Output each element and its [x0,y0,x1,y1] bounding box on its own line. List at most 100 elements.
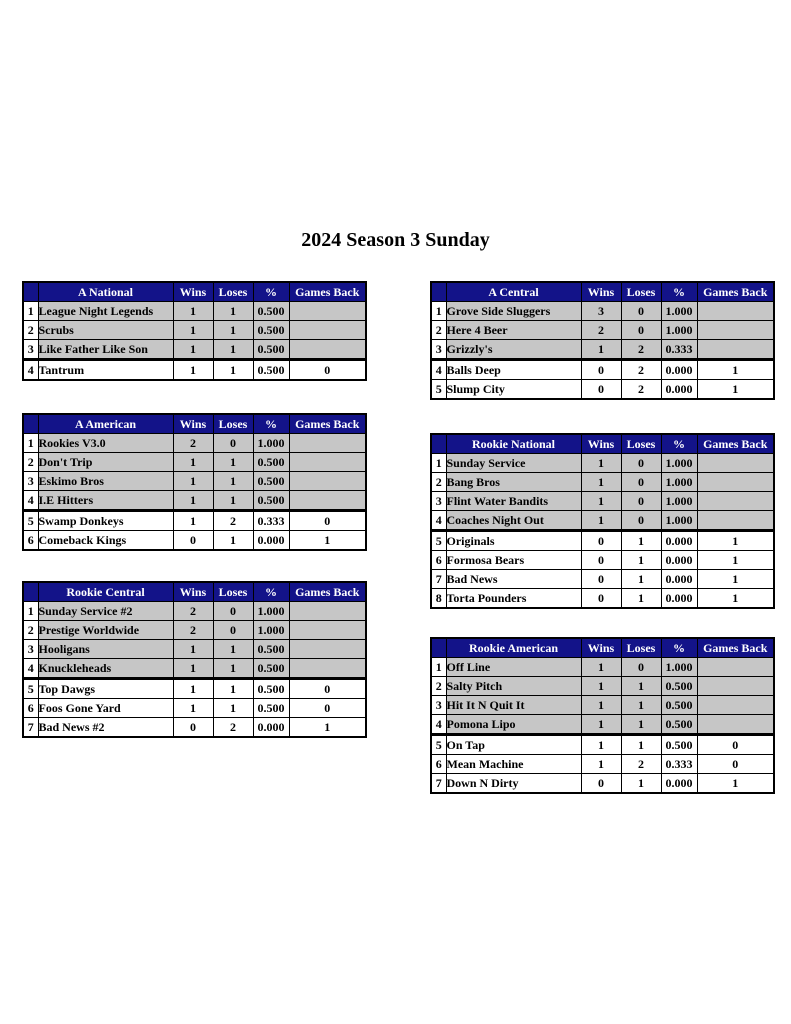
loses-cell: 1 [620,714,662,735]
division-name: A American [37,413,174,434]
rank-cell: 2 [22,620,39,640]
wins-cell: 0 [580,379,622,400]
pct-cell: 0.000 [660,550,698,570]
team-name-cell: Bad News [445,569,582,589]
standings-table: A Central Wins Loses % Games Back 1 Grov… [430,281,775,400]
team-name-cell: Like Father Like Son [37,339,174,360]
games-back-header: Games Back [696,433,775,454]
games-back-cell: 1 [696,773,775,794]
rank-cell: 4 [430,510,447,531]
rank-cell: 3 [22,639,39,659]
standings-table-a-central: A Central Wins Loses % Games Back 1 Grov… [430,281,775,400]
table-row: 6 Foos Gone Yard 1 1 0.500 0 [22,698,367,718]
team-name-cell: Rookies V3.0 [37,433,174,453]
wins-header: Wins [580,433,622,454]
games-back-cell: 0 [288,677,367,699]
rank-cell: 4 [430,714,447,735]
loses-cell: 1 [620,569,662,589]
pct-cell: 0.500 [660,676,698,696]
pct-cell: 0.000 [252,717,290,738]
wins-cell: 2 [172,601,214,621]
loses-cell: 1 [620,773,662,794]
wins-cell: 1 [580,453,622,473]
table-row: 1 Off Line 1 0 1.000 [430,657,775,677]
games-back-cell [696,695,775,715]
table-header-row: Rookie National Wins Loses % Games Back [430,433,775,454]
wins-cell: 2 [172,620,214,640]
table-row: 5 On Tap 1 1 0.500 0 [430,733,775,755]
standings-table-rookie-american: Rookie American Wins Loses % Games Back … [430,637,775,794]
pct-cell: 0.000 [660,379,698,400]
games-back-header: Games Back [288,281,367,302]
wins-cell: 3 [580,301,622,321]
table-header-row: Rookie American Wins Loses % Games Back [430,637,775,658]
games-back-cell: 1 [288,530,367,551]
team-name-cell: Eskimo Bros [37,471,174,491]
loses-cell: 2 [212,717,254,738]
wins-cell: 0 [580,358,622,380]
table-row: 1 Grove Side Sluggers 3 0 1.000 [430,301,775,321]
team-name-cell: Scrubs [37,320,174,340]
team-name-cell: Sunday Service #2 [37,601,174,621]
pct-cell: 0.500 [252,358,290,381]
standings-table: A National Wins Loses % Games Back 1 Lea… [22,281,367,381]
rank-cell: 2 [22,452,39,472]
rank-cell: 5 [22,677,39,699]
pct-cell: 0.000 [660,529,698,551]
table-row: 2 Here 4 Beer 2 0 1.000 [430,320,775,340]
loses-cell: 1 [620,676,662,696]
division-name: Rookie Central [37,581,174,602]
games-back-header: Games Back [696,637,775,658]
pct-cell: 0.000 [660,773,698,794]
pct-cell: 0.500 [252,301,290,321]
wins-cell: 1 [172,698,214,718]
rank-cell: 6 [22,530,39,551]
games-back-cell [696,472,775,492]
rank-cell: 5 [22,509,39,531]
team-name-cell: Balls Deep [445,358,582,380]
team-name-cell: Off Line [445,657,582,677]
table-row: 2 Don't Trip 1 1 0.500 [22,452,367,472]
wins-cell: 1 [172,320,214,340]
rank-cell: 7 [430,569,447,589]
loses-header: Loses [212,413,254,434]
rank-cell: 3 [22,471,39,491]
pct-cell: 0.500 [252,452,290,472]
table-row: 2 Bang Bros 1 0 1.000 [430,472,775,492]
loses-cell: 2 [620,358,662,380]
team-name-cell: Foos Gone Yard [37,698,174,718]
team-name-cell: On Tap [445,733,582,755]
rank-header [22,281,39,302]
rank-cell: 2 [22,320,39,340]
rank-header [22,413,39,434]
games-back-header: Games Back [696,281,775,302]
games-back-cell [696,510,775,531]
wins-cell: 0 [580,569,622,589]
games-back-cell [288,601,367,621]
wins-cell: 2 [172,433,214,453]
pct-cell: 0.000 [660,588,698,609]
wins-cell: 1 [172,471,214,491]
games-back-cell: 0 [696,754,775,774]
wins-cell: 0 [580,588,622,609]
division-name: Rookie National [445,433,582,454]
wins-cell: 2 [580,320,622,340]
loses-cell: 1 [212,677,254,699]
team-name-cell: Hooligans [37,639,174,659]
loses-cell: 1 [620,529,662,551]
pct-cell: 1.000 [660,301,698,321]
games-back-cell [288,471,367,491]
team-name-cell: Originals [445,529,582,551]
pct-cell: 0.000 [252,530,290,551]
games-back-cell [288,658,367,679]
rank-cell: 1 [22,433,39,453]
pct-cell: 0.500 [252,490,290,511]
rank-cell: 3 [430,491,447,511]
pct-cell: 1.000 [660,491,698,511]
loses-header: Loses [212,581,254,602]
games-back-cell [288,620,367,640]
rank-cell: 5 [430,733,447,755]
games-back-cell [696,657,775,677]
wins-cell: 1 [580,510,622,531]
wins-header: Wins [580,637,622,658]
